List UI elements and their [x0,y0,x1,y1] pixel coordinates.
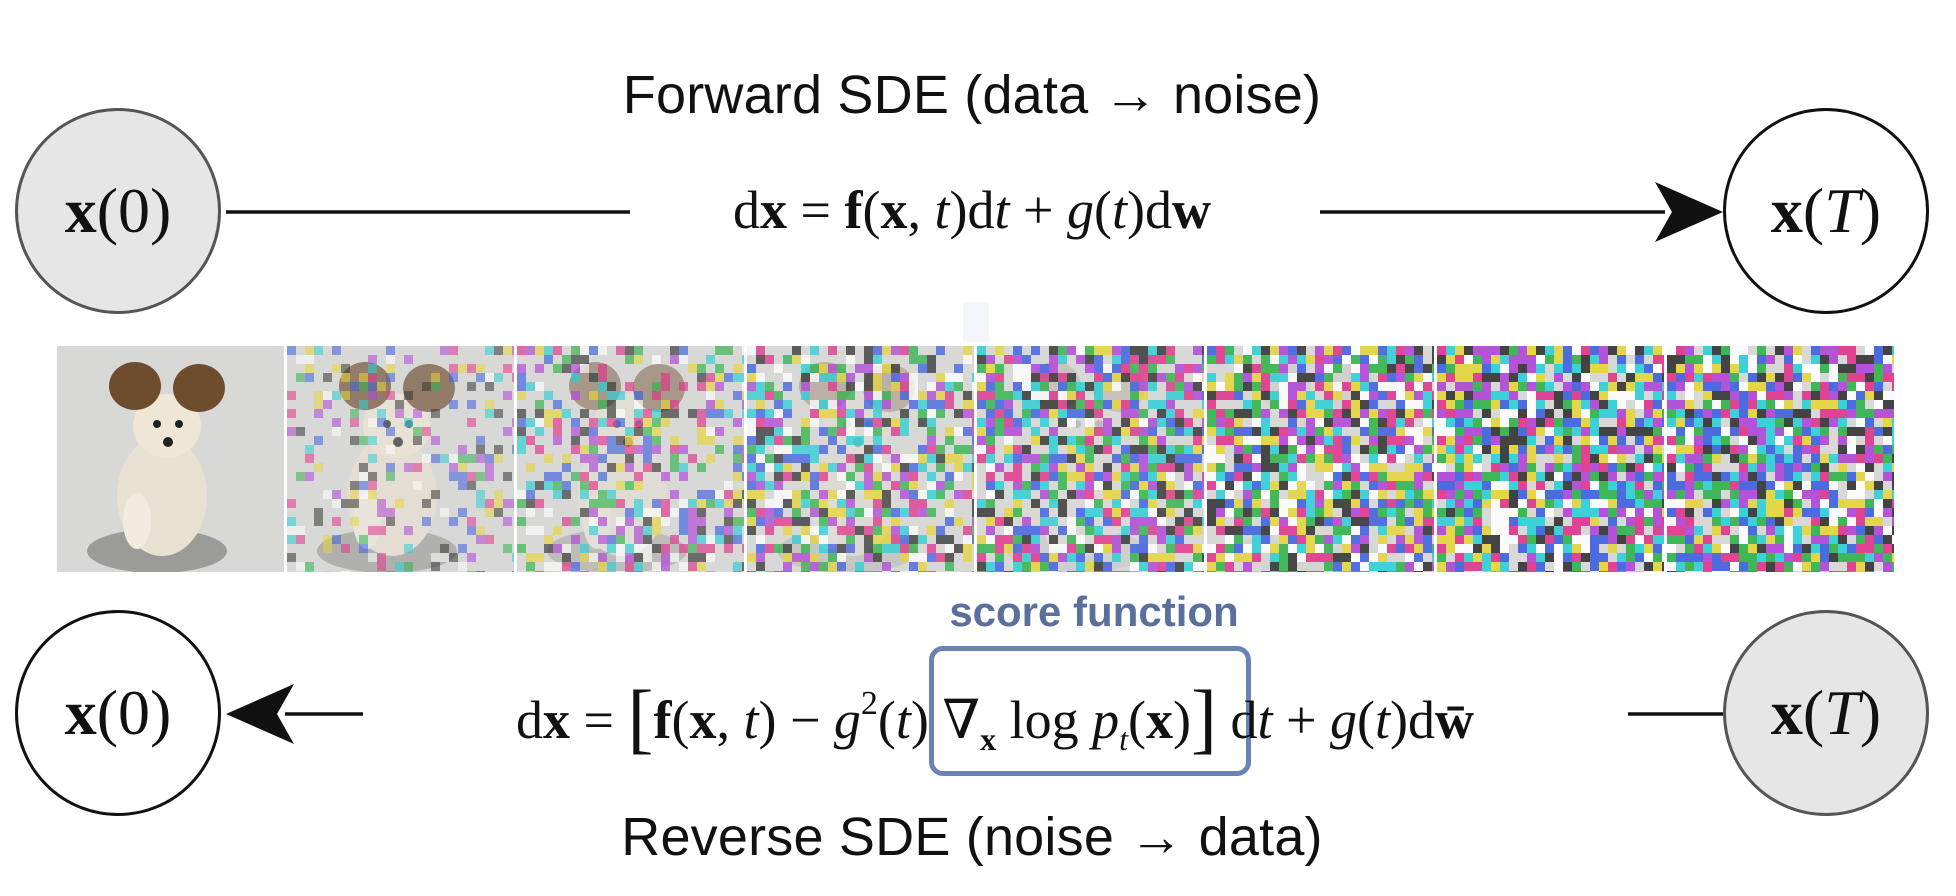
noise-frame-8 [1667,346,1894,572]
marker [963,302,989,342]
forward-caption: Forward SDE (data → noise) [622,65,1322,125]
node-xT-reverse: x(T) [1723,610,1929,816]
score-function-label: score function [949,588,1239,635]
reverse-equation: dx = [f(x, t) − g2(t) ∇x log pt(x)] dt +… [516,674,1474,761]
noise-frame-4 [747,346,974,572]
reverse-arrowhead [226,684,294,744]
noise-frame-7 [1437,346,1664,572]
noise-frame-5 [977,346,1204,572]
node-x0-reverse: x(0) [15,610,221,816]
noise-frame-2 [287,346,514,572]
noise-strip [57,346,1894,572]
reverse-caption: Reverse SDE (noise → data) [621,807,1323,867]
score-box [929,646,1251,776]
forward-arrowhead [1655,182,1723,242]
node-xT-forward: x(T) [1723,108,1929,314]
node-x0-forward: x(0) [15,108,221,314]
noise-frame-6 [1207,346,1434,572]
noise-frame-3 [517,346,744,572]
noise-frame-1 [57,346,284,572]
forward-equation: dx = f(x, t)dt + g(t)dw [733,180,1211,240]
